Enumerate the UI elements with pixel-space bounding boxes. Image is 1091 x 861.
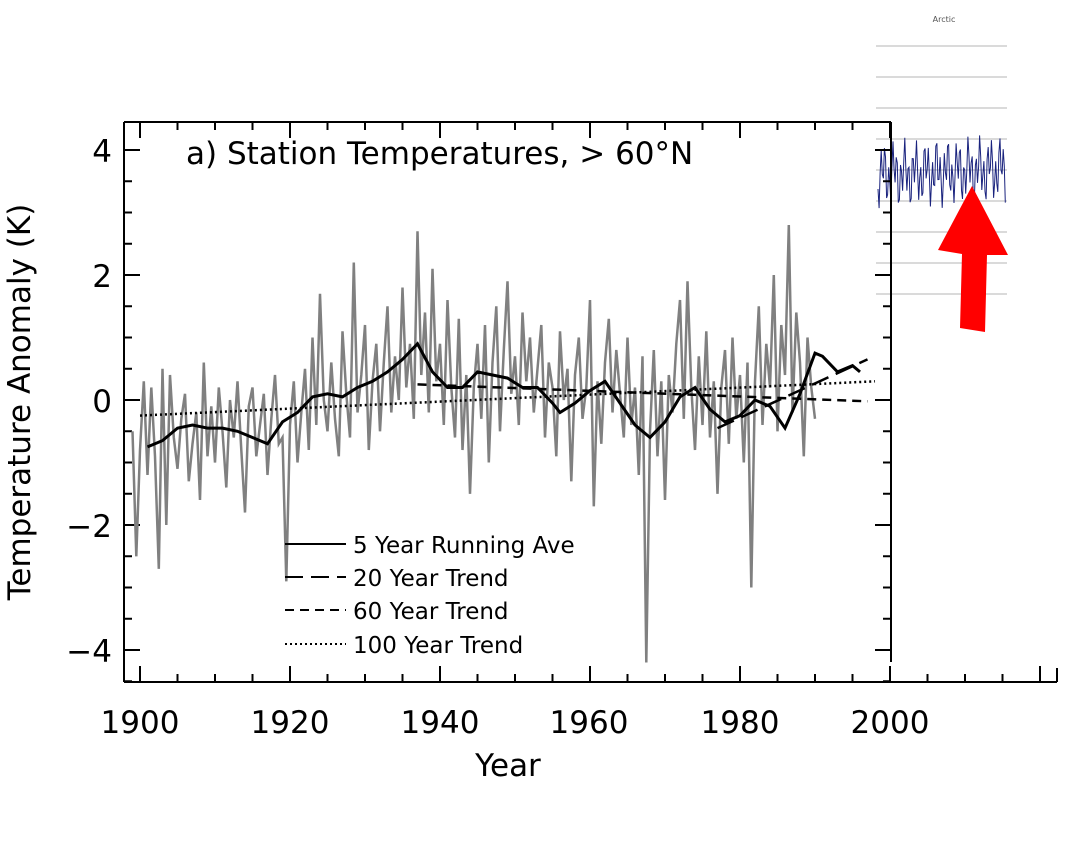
legend-label: 20 Year Trend — [353, 566, 509, 592]
y-tick-label: 2 — [92, 259, 112, 295]
legend-label: 5 Year Running Ave — [353, 533, 575, 559]
y-tick-label: 4 — [92, 134, 112, 170]
x-tick-label: 1940 — [401, 705, 480, 741]
x-tick-label: 1900 — [101, 705, 180, 741]
x-tick-label: 1980 — [701, 705, 780, 741]
5-year-running-ave-line — [146, 341, 861, 449]
inset-plot: Arctic — [873, 15, 1009, 336]
y-tick-label: 0 — [92, 384, 112, 420]
y-tick-label: −4 — [66, 634, 112, 670]
x-tick-label: 1960 — [550, 705, 629, 741]
inset-label: Arctic — [933, 15, 956, 24]
chart-title: a) Station Temperatures, > 60°N — [186, 136, 693, 172]
legend: 5 Year Running Ave 20 Year Trend 60 Year… — [285, 533, 575, 659]
inset-temperature-line — [877, 135, 1006, 209]
x-tick-label: 2000 — [851, 705, 930, 741]
legend-label: 100 Year Trend — [353, 633, 523, 659]
x-axis-title: Year — [474, 748, 541, 784]
red-arrow-icon — [938, 186, 1008, 332]
legend-label: 60 Year Trend — [353, 599, 509, 625]
x-tick-label: 1920 — [251, 705, 330, 741]
annual-anomaly-line — [131, 224, 817, 663]
y-tick-label: −2 — [66, 509, 112, 545]
series-layer — [131, 224, 876, 663]
y-axis-title: Temperature Anomaly (K) — [2, 204, 38, 602]
20-year-trend-line — [716, 358, 869, 430]
60-year-trend-line — [417, 383, 868, 403]
x-tick-labels: 1900 1920 1940 1960 1980 2000 — [101, 705, 930, 741]
axis-ticks — [124, 122, 1041, 683]
y-tick-labels: 4 2 0 −2 −4 — [66, 134, 112, 670]
